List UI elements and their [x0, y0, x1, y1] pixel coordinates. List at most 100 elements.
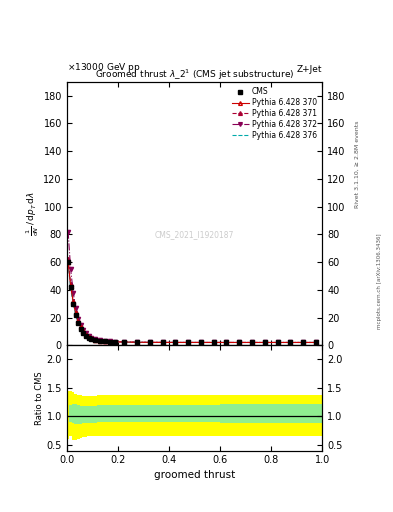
CMS [113, 339, 118, 345]
Pythia 6.428 371 [237, 339, 242, 346]
Pythia 6.428 376 [224, 339, 229, 346]
CMS [198, 339, 203, 346]
Pythia 6.428 371 [68, 281, 73, 287]
CMS [275, 339, 280, 346]
Pythia 6.428 371 [86, 334, 91, 340]
Pythia 6.428 372 [81, 327, 86, 333]
Text: CMS_2021_I1920187: CMS_2021_I1920187 [155, 230, 234, 239]
CMS [288, 339, 293, 346]
Pythia 6.428 370 [224, 339, 229, 346]
Pythia 6.428 371 [73, 309, 78, 315]
Pythia 6.428 376 [76, 320, 81, 326]
Pythia 6.428 372 [198, 339, 203, 346]
Title: Groomed thrust $\lambda\_2^1$ (CMS jet substructure): Groomed thrust $\lambda\_2^1$ (CMS jet s… [95, 68, 294, 82]
Pythia 6.428 370 [103, 338, 108, 344]
Pythia 6.428 376 [301, 339, 305, 346]
Text: mcplots.cern.ch [arXiv:1306.3436]: mcplots.cern.ch [arXiv:1306.3436] [377, 234, 382, 329]
Pythia 6.428 372 [250, 339, 254, 346]
Pythia 6.428 370 [173, 339, 178, 346]
Pythia 6.428 371 [314, 339, 318, 346]
Pythia 6.428 376 [79, 326, 83, 332]
Pythia 6.428 376 [288, 339, 293, 346]
Pythia 6.428 376 [173, 339, 178, 346]
Pythia 6.428 376 [84, 332, 88, 338]
Pythia 6.428 376 [211, 339, 216, 346]
CMS [68, 284, 73, 290]
CMS [89, 336, 94, 342]
Pythia 6.428 372 [113, 339, 118, 345]
Pythia 6.428 376 [113, 339, 118, 345]
Pythia 6.428 372 [147, 339, 152, 346]
Text: $\times$13000 GeV pp: $\times$13000 GeV pp [67, 61, 140, 74]
Line: Pythia 6.428 370: Pythia 6.428 370 [66, 260, 318, 345]
Pythia 6.428 370 [86, 334, 91, 340]
Pythia 6.428 371 [173, 339, 178, 346]
Pythia 6.428 371 [263, 339, 267, 346]
Pythia 6.428 370 [84, 332, 88, 338]
Pythia 6.428 376 [68, 285, 73, 291]
Pythia 6.428 376 [237, 339, 242, 346]
Pythia 6.428 372 [79, 322, 83, 328]
Pythia 6.428 370 [288, 339, 293, 346]
Line: Pythia 6.428 376: Pythia 6.428 376 [68, 264, 316, 343]
Pythia 6.428 371 [93, 336, 97, 343]
Pythia 6.428 372 [224, 339, 229, 346]
Pythia 6.428 370 [186, 339, 191, 346]
Pythia 6.428 370 [263, 339, 267, 346]
Pythia 6.428 370 [97, 337, 102, 344]
Pythia 6.428 370 [79, 324, 83, 330]
Pythia 6.428 372 [288, 339, 293, 346]
CMS [86, 334, 91, 340]
Pythia 6.428 371 [108, 338, 113, 345]
Pythia 6.428 371 [250, 339, 254, 346]
Pythia 6.428 372 [173, 339, 178, 346]
CMS [314, 339, 318, 346]
Pythia 6.428 370 [198, 339, 203, 346]
Pythia 6.428 376 [263, 339, 267, 346]
Pythia 6.428 376 [314, 339, 318, 346]
Pythia 6.428 372 [275, 339, 280, 346]
Pythia 6.428 371 [224, 339, 229, 346]
Pythia 6.428 371 [160, 339, 165, 346]
Pythia 6.428 370 [71, 299, 75, 305]
Pythia 6.428 372 [103, 338, 108, 344]
Pythia 6.428 376 [135, 339, 140, 346]
Pythia 6.428 372 [71, 289, 75, 295]
Pythia 6.428 370 [135, 339, 140, 345]
Pythia 6.428 376 [122, 339, 127, 345]
CMS [263, 339, 267, 346]
Pythia 6.428 372 [73, 305, 78, 311]
Pythia 6.428 376 [89, 336, 94, 342]
CMS [103, 338, 108, 345]
Pythia 6.428 371 [103, 338, 108, 344]
Pythia 6.428 376 [86, 334, 91, 340]
Pythia 6.428 372 [84, 330, 88, 336]
Pythia 6.428 372 [160, 339, 165, 346]
Pythia 6.428 371 [76, 317, 81, 324]
CMS [160, 339, 165, 346]
Pythia 6.428 371 [66, 256, 70, 262]
Legend: CMS, Pythia 6.428 370, Pythia 6.428 371, Pythia 6.428 372, Pythia 6.428 376: CMS, Pythia 6.428 370, Pythia 6.428 371,… [230, 86, 318, 141]
Pythia 6.428 371 [147, 339, 152, 346]
Pythia 6.428 371 [301, 339, 305, 346]
CMS [147, 339, 152, 346]
Pythia 6.428 372 [86, 333, 91, 339]
Pythia 6.428 370 [250, 339, 254, 346]
X-axis label: groomed thrust: groomed thrust [154, 470, 235, 480]
CMS [250, 339, 254, 346]
Pythia 6.428 376 [186, 339, 191, 346]
Pythia 6.428 370 [66, 259, 70, 265]
Line: Pythia 6.428 371: Pythia 6.428 371 [66, 257, 318, 345]
Pythia 6.428 370 [108, 338, 113, 345]
CMS [97, 338, 102, 344]
Pythia 6.428 376 [147, 339, 152, 346]
Pythia 6.428 371 [71, 298, 75, 304]
Pythia 6.428 372 [301, 339, 305, 346]
CMS [135, 339, 140, 346]
Pythia 6.428 376 [160, 339, 165, 346]
Pythia 6.428 370 [89, 335, 94, 342]
Pythia 6.428 370 [113, 339, 118, 345]
Pythia 6.428 370 [68, 283, 73, 289]
Text: Rivet 3.1.10, ≥ 2.8M events: Rivet 3.1.10, ≥ 2.8M events [355, 120, 360, 207]
Pythia 6.428 370 [122, 339, 127, 345]
